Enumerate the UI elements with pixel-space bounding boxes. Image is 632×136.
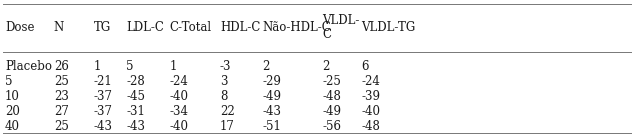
- Text: C-Total: C-Total: [169, 21, 212, 34]
- Text: 6: 6: [362, 60, 369, 73]
- Text: 3: 3: [220, 75, 228, 88]
- Text: Placebo: Placebo: [5, 60, 52, 73]
- Text: -37: -37: [94, 90, 112, 103]
- Text: -48: -48: [362, 120, 380, 133]
- Text: -56: -56: [322, 120, 341, 133]
- Text: -40: -40: [169, 120, 188, 133]
- Text: LDL-C: LDL-C: [126, 21, 164, 34]
- Text: 26: 26: [54, 60, 69, 73]
- Text: 10: 10: [5, 90, 20, 103]
- Text: 1: 1: [169, 60, 177, 73]
- Text: -39: -39: [362, 90, 380, 103]
- Text: -21: -21: [94, 75, 112, 88]
- Text: 5: 5: [126, 60, 134, 73]
- Text: 2: 2: [322, 60, 330, 73]
- Text: -43: -43: [262, 105, 281, 118]
- Text: -45: -45: [126, 90, 145, 103]
- Text: VLDL-
C: VLDL- C: [322, 14, 360, 41]
- Text: -49: -49: [322, 105, 341, 118]
- Text: -37: -37: [94, 105, 112, 118]
- Text: 27: 27: [54, 105, 69, 118]
- Text: N: N: [54, 21, 64, 34]
- Text: -48: -48: [322, 90, 341, 103]
- Text: -24: -24: [169, 75, 188, 88]
- Text: 22: 22: [220, 105, 234, 118]
- Text: -3: -3: [220, 60, 231, 73]
- Text: -29: -29: [262, 75, 281, 88]
- Text: -43: -43: [126, 120, 145, 133]
- Text: -49: -49: [262, 90, 281, 103]
- Text: HDL-C: HDL-C: [220, 21, 260, 34]
- Text: 25: 25: [54, 120, 69, 133]
- Text: 23: 23: [54, 90, 69, 103]
- Text: 8: 8: [220, 90, 228, 103]
- Text: 40: 40: [5, 120, 20, 133]
- Text: -31: -31: [126, 105, 145, 118]
- Text: 17: 17: [220, 120, 235, 133]
- Text: -34: -34: [169, 105, 188, 118]
- Text: Não-HDL-C: Não-HDL-C: [262, 21, 331, 34]
- Text: -43: -43: [94, 120, 112, 133]
- Text: TG: TG: [94, 21, 111, 34]
- Text: -25: -25: [322, 75, 341, 88]
- Text: Dose: Dose: [5, 21, 35, 34]
- Text: 1: 1: [94, 60, 101, 73]
- Text: -28: -28: [126, 75, 145, 88]
- Text: -24: -24: [362, 75, 380, 88]
- Text: -40: -40: [362, 105, 380, 118]
- Text: -51: -51: [262, 120, 281, 133]
- Text: -40: -40: [169, 90, 188, 103]
- Text: 20: 20: [5, 105, 20, 118]
- Text: 5: 5: [5, 75, 13, 88]
- Text: 2: 2: [262, 60, 270, 73]
- Text: VLDL-TG: VLDL-TG: [362, 21, 416, 34]
- Text: 25: 25: [54, 75, 69, 88]
